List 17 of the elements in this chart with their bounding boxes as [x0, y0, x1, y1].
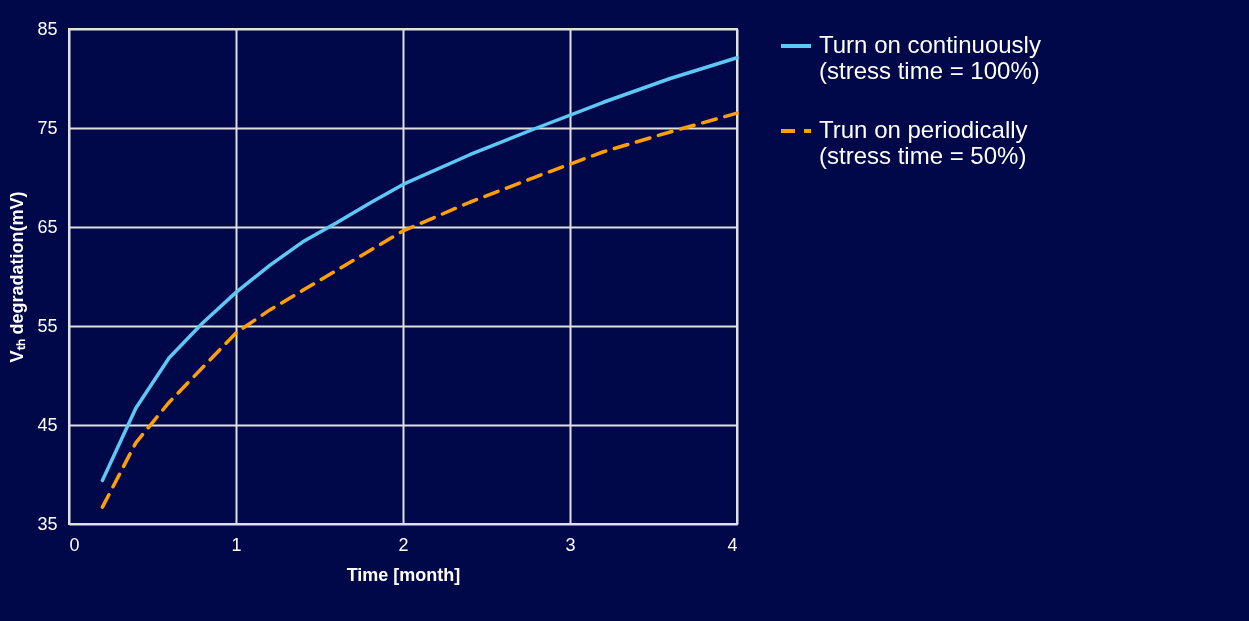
y-axis-title: Vₜₕ degradation(mV) — [7, 191, 28, 363]
x-tick-label: 1 — [231, 534, 242, 555]
x-tick-label: 3 — [565, 534, 576, 555]
line-series — [100, 111, 739, 509]
x-tick-label: 2 — [398, 534, 409, 555]
y-tick-label: 55 — [37, 315, 58, 336]
y-tick-label: 75 — [37, 117, 58, 138]
legend-label: Trun on periodically (stress time = 50%) — [819, 116, 1028, 169]
x-axis-title: Time [month] — [346, 564, 461, 585]
x-tick-label: 4 — [727, 534, 738, 555]
x-tick-label: 0 — [69, 534, 80, 555]
y-tick-label: 45 — [37, 414, 58, 435]
line-series — [100, 55, 739, 483]
y-tick-label: 65 — [37, 216, 58, 237]
legend-label: Turn on continuously (stress time = 100%) — [819, 31, 1041, 84]
y-tick-label: 35 — [37, 513, 58, 534]
y-tick-label: 85 — [37, 18, 58, 39]
